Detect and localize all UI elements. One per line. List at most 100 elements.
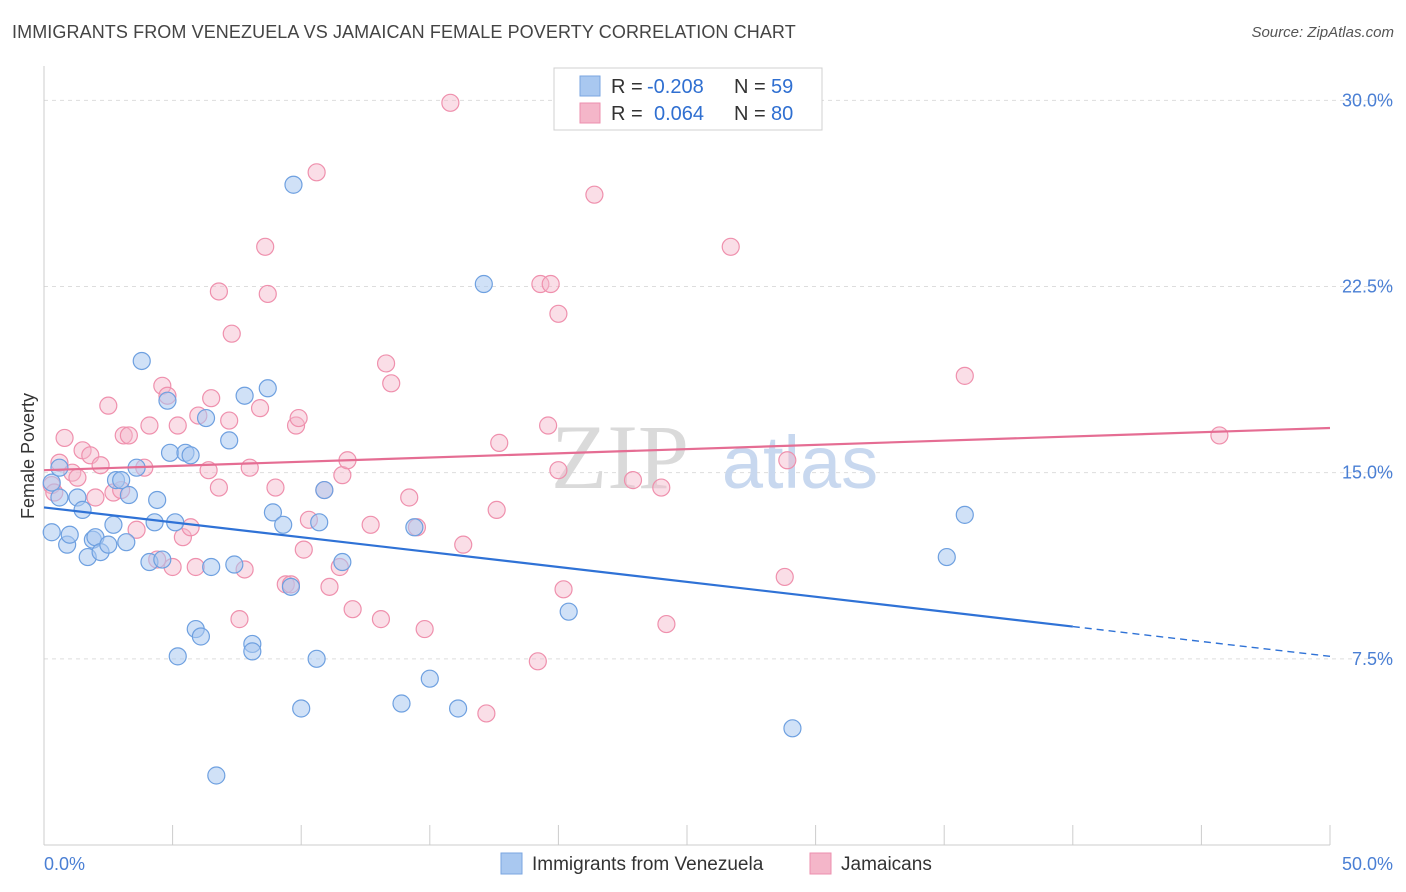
data-point-jamaicans <box>68 468 87 487</box>
data-point-venezuela <box>191 627 210 646</box>
data-point-jamaicans <box>91 456 110 475</box>
data-point-venezuela <box>132 351 151 371</box>
data-point-jamaicans <box>222 324 241 343</box>
data-point-venezuela <box>112 471 131 490</box>
data-point-jamaicans <box>541 274 560 294</box>
data-point-jamaicans <box>652 478 671 497</box>
stats-r-label-2: R = <box>611 103 643 125</box>
data-point-jamaicans <box>955 366 974 385</box>
data-point-jamaicans <box>256 237 275 256</box>
data-point-venezuela <box>937 547 956 567</box>
data-point-jamaicans <box>202 389 221 408</box>
data-point-venezuela <box>263 503 283 522</box>
data-point-jamaicans <box>114 426 133 445</box>
data-point-jamaicans <box>286 416 306 435</box>
data-point-venezuela <box>145 513 164 532</box>
stats-n-value-2: 80 <box>771 103 793 125</box>
data-point-venezuela <box>420 669 439 688</box>
data-point-venezuela <box>243 642 262 661</box>
data-point-jamaicans <box>266 478 285 497</box>
data-point-venezuela <box>73 500 92 520</box>
stats-swatch-jamaicans <box>579 102 601 124</box>
data-point-venezuela <box>235 386 254 405</box>
data-point-venezuela <box>42 473 61 492</box>
data-point-jamaicans <box>55 428 74 448</box>
data-point-jamaicans <box>1210 426 1229 445</box>
data-point-venezuela <box>99 535 118 554</box>
x-tick-labels: 0.0% 50.0% <box>44 854 1393 874</box>
data-point-jamaicans <box>289 408 308 428</box>
data-point-venezuela <box>448 699 468 718</box>
data-point-venezuela <box>50 458 69 477</box>
data-point-venezuela <box>148 490 167 510</box>
stats-r-label-1: R = <box>611 76 643 98</box>
legend-label-jamaicans: Jamaicans <box>841 854 932 875</box>
trend-lines <box>43 426 1331 658</box>
stats-swatch-venezuela <box>579 75 601 97</box>
data-point-venezuela <box>153 550 172 569</box>
data-point-jamaicans <box>140 416 159 435</box>
legend-label-venezuela: Immigrants from Venezuela <box>532 854 764 875</box>
data-points <box>42 93 1229 785</box>
data-point-jamaicans <box>343 600 362 619</box>
y-tick-label: 22.5% <box>1342 277 1393 297</box>
y-tick-label: 30.0% <box>1342 90 1393 110</box>
data-point-jamaicans <box>549 461 568 480</box>
data-point-venezuela <box>292 699 311 718</box>
data-point-venezuela <box>783 719 802 738</box>
trend-line-venezuela <box>43 506 1073 628</box>
stats-r-value-2: 0.064 <box>654 103 704 125</box>
data-point-jamaicans <box>209 478 228 497</box>
data-point-jamaicans <box>531 274 550 294</box>
data-point-jamaicans <box>181 518 200 537</box>
data-point-jamaicans <box>320 577 339 596</box>
data-point-jamaicans <box>441 93 460 112</box>
data-point-jamaicans <box>127 520 146 539</box>
data-point-venezuela <box>392 694 411 713</box>
data-point-jamaicans <box>657 614 676 634</box>
data-point-jamaicans <box>490 433 509 452</box>
data-point-jamaicans <box>382 374 401 393</box>
data-point-venezuela <box>559 602 578 621</box>
source-credit: Source: ZipAtlas.com <box>1251 24 1394 41</box>
stats-n-value-1: 59 <box>771 76 793 98</box>
watermark-atlas: atlas <box>722 421 878 504</box>
data-point-jamaicans <box>361 515 380 534</box>
data-point-jamaicans <box>220 411 239 430</box>
bottom-legend: Immigrants from Venezuela Jamaicans <box>500 852 932 875</box>
data-point-venezuela <box>284 175 303 194</box>
data-point-jamaicans <box>119 426 138 445</box>
data-point-venezuela <box>955 505 974 524</box>
data-point-jamaicans <box>240 458 259 477</box>
data-point-jamaicans <box>307 163 326 182</box>
stats-n-label-1: N = <box>734 76 766 98</box>
data-point-jamaicans <box>209 282 228 301</box>
y-tick-label: 7.5% <box>1352 649 1393 669</box>
data-point-jamaicans <box>186 557 205 577</box>
trend-line-jamaicans <box>43 426 1331 472</box>
data-point-venezuela <box>119 485 138 505</box>
data-point-venezuela <box>160 443 180 462</box>
data-point-jamaicans <box>168 416 187 435</box>
data-point-jamaicans <box>415 619 434 639</box>
watermark: ZIP atlas <box>551 406 878 508</box>
data-point-venezuela <box>225 555 244 574</box>
watermark-zip: ZIP <box>551 406 689 508</box>
legend-swatch-venezuela <box>500 852 523 875</box>
legend-swatch-jamaicans <box>809 852 832 875</box>
data-point-venezuela <box>202 557 221 577</box>
data-point-jamaicans <box>250 399 270 418</box>
data-point-venezuela <box>104 515 123 534</box>
data-point-venezuela <box>405 518 424 537</box>
data-point-venezuela <box>315 480 334 500</box>
data-point-jamaicans <box>775 567 794 587</box>
data-point-jamaicans <box>585 185 604 204</box>
data-point-venezuela <box>158 391 177 410</box>
data-point-jamaicans <box>99 396 118 415</box>
data-point-jamaicans <box>554 580 573 599</box>
data-point-jamaicans <box>230 610 249 629</box>
data-point-venezuela <box>117 533 136 552</box>
data-point-jamaicans <box>454 535 473 554</box>
data-point-jamaicans <box>371 610 391 629</box>
